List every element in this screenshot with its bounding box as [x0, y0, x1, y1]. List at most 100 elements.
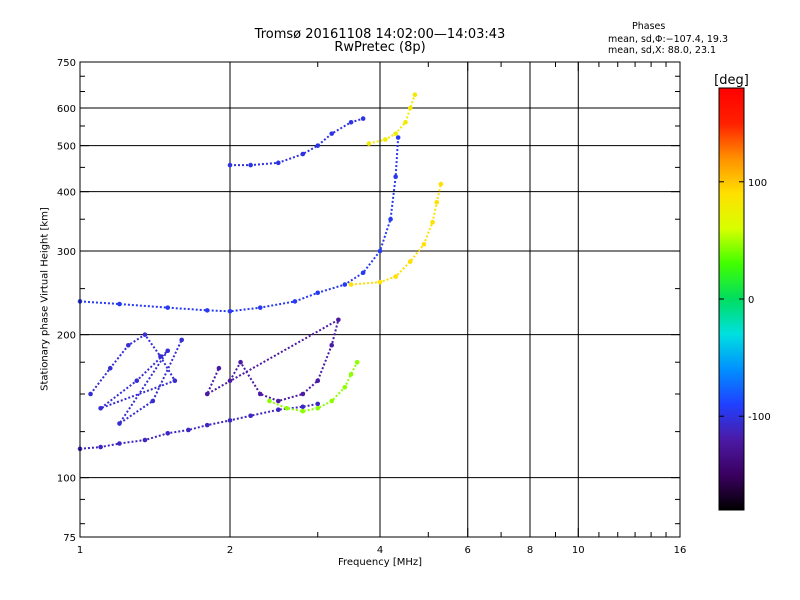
data-point: [98, 405, 103, 411]
data-point: [360, 270, 366, 276]
data-point: [315, 405, 321, 411]
axis-ticks: 1 2 4 6 8 10 16 75 100 200 300 400 500 600 750: [57, 58, 686, 556]
data-point: [204, 391, 210, 397]
data-point: [275, 398, 281, 404]
data-point: [395, 135, 401, 140]
data-point: [421, 241, 427, 247]
data-point: [393, 131, 398, 136]
data-point: [275, 407, 281, 413]
phases-legend-title: Phases: [632, 21, 666, 32]
data-point: [412, 92, 418, 98]
chart-title: Tromsø 20161108 14:02:00—14:03:43: [254, 27, 506, 42]
data-point: [227, 308, 233, 314]
data-point: [342, 282, 348, 287]
data-point: [204, 308, 210, 313]
colorbar-label: [deg]: [714, 73, 749, 88]
y-tick-label: 750: [57, 58, 76, 69]
data-point: [315, 401, 321, 407]
data-point: [329, 131, 335, 136]
data-point: [248, 413, 253, 419]
data-point: [158, 354, 163, 359]
x-tick-label: 2: [227, 545, 233, 556]
data-point: [438, 181, 444, 187]
data-point: [275, 160, 281, 166]
data-point: [336, 317, 341, 323]
data-point: [227, 162, 233, 168]
data-point: [348, 282, 354, 287]
data-point: [238, 359, 243, 365]
data-point: [366, 141, 372, 146]
data-point: [150, 398, 156, 404]
data-point: [348, 119, 354, 125]
y-tick-label: 600: [57, 104, 76, 115]
data-point: [186, 427, 191, 433]
data-point: [292, 299, 298, 304]
data-point: [300, 391, 306, 397]
data-point: [257, 391, 263, 397]
data-point: [142, 437, 148, 443]
data-point: [329, 398, 335, 404]
data-point: [354, 359, 360, 365]
trace-line: [79, 402, 318, 450]
data-point: [407, 105, 413, 111]
y-tick-label: 400: [57, 188, 76, 199]
data-point: [377, 248, 383, 254]
phase-colorbar: [deg] 100 0 -100: [714, 73, 771, 511]
data-point: [342, 384, 348, 390]
trace-line: [368, 94, 416, 145]
y-tick-label: 300: [57, 247, 76, 258]
data-points: [77, 92, 444, 452]
x-tick-label: 6: [465, 545, 471, 556]
data-point: [117, 441, 122, 446]
data-point: [348, 372, 354, 377]
data-point: [300, 151, 306, 157]
data-point: [216, 365, 222, 371]
data-point: [383, 137, 388, 142]
data-point: [165, 348, 171, 354]
phase-stats-phi: mean, sd,Φ:−107.4, 19.3: [608, 34, 729, 45]
data-point: [407, 259, 413, 264]
data-point: [300, 408, 306, 414]
data-point: [300, 404, 306, 410]
colorbar-tick-label: 0: [748, 295, 754, 306]
y-tick-label: 200: [57, 331, 76, 342]
data-point: [107, 365, 113, 371]
x-axis-label: Frequency [MHz]: [337, 557, 423, 568]
data-point: [315, 143, 321, 148]
trace-line: [351, 183, 442, 286]
data-point: [134, 378, 140, 384]
phase-stats-chi: mean, sd,X: 88.0, 23.1: [608, 45, 717, 56]
data-point: [227, 418, 233, 423]
trace-line: [230, 117, 364, 167]
trace-line: [269, 361, 359, 413]
data-point: [393, 174, 398, 180]
data-point: [315, 290, 321, 296]
y-tick-label: 75: [63, 533, 76, 544]
data-point: [172, 378, 178, 384]
data-point: [117, 301, 122, 307]
y-tick-label: 100: [57, 474, 76, 485]
data-point: [403, 119, 408, 125]
data-point: [142, 332, 148, 337]
trace-line: [205, 317, 340, 403]
chart-subtitle: RwPretec (8p): [334, 40, 426, 55]
data-point: [179, 337, 185, 343]
data-point: [227, 378, 233, 384]
data-point: [430, 219, 435, 225]
trace-line: [79, 137, 400, 313]
grid-lines: [80, 62, 680, 537]
y-tick-label: 500: [57, 142, 76, 153]
data-point: [388, 216, 393, 222]
data-point: [257, 305, 263, 310]
x-tick-label: 16: [674, 545, 687, 556]
colorbar-tick-label: -100: [748, 412, 771, 423]
data-point: [98, 444, 103, 450]
data-point: [88, 391, 93, 397]
data-point: [204, 422, 210, 428]
data-point: [284, 405, 290, 411]
data-point: [377, 279, 383, 285]
x-tick-label: 10: [572, 545, 585, 556]
colorbar-tick-label: 100: [748, 178, 767, 189]
x-tick-label: 1: [77, 545, 83, 556]
